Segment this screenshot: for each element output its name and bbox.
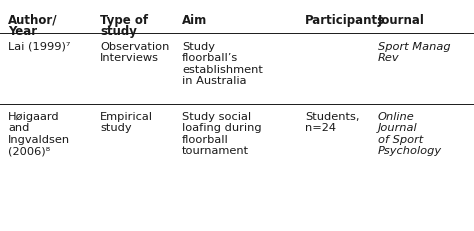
Text: Online: Online <box>378 112 415 122</box>
Text: Lai (1999)⁷: Lai (1999)⁷ <box>8 42 70 52</box>
Text: loafing during: loafing during <box>182 123 262 133</box>
Text: Empirical: Empirical <box>100 112 153 122</box>
Text: Type of: Type of <box>100 14 148 27</box>
Text: Students,: Students, <box>305 112 359 122</box>
Text: (2006)⁸: (2006)⁸ <box>8 146 50 156</box>
Text: tournament: tournament <box>182 146 249 156</box>
Text: Study: Study <box>182 42 215 52</box>
Text: floorball: floorball <box>182 134 229 144</box>
Text: Sport Manag: Sport Manag <box>378 42 451 52</box>
Text: floorball’s: floorball’s <box>182 53 238 63</box>
Text: and: and <box>8 123 29 133</box>
Text: Journal: Journal <box>378 14 425 27</box>
Text: Psychology: Psychology <box>378 146 442 156</box>
Text: Interviews: Interviews <box>100 53 159 63</box>
Text: Observation: Observation <box>100 42 169 52</box>
Text: Study social: Study social <box>182 112 251 122</box>
Text: Author/: Author/ <box>8 14 57 27</box>
Text: Rev: Rev <box>378 53 400 63</box>
Text: Ingvaldsen: Ingvaldsen <box>8 134 70 144</box>
Text: study: study <box>100 123 132 133</box>
Text: establishment: establishment <box>182 65 263 75</box>
Text: study: study <box>100 25 137 38</box>
Text: n=24: n=24 <box>305 123 336 133</box>
Text: Participants: Participants <box>305 14 385 27</box>
Text: in Australia: in Australia <box>182 76 246 86</box>
Text: Year: Year <box>8 25 37 38</box>
Text: Høigaard: Høigaard <box>8 112 60 122</box>
Text: Journal: Journal <box>378 123 418 133</box>
Text: of Sport: of Sport <box>378 134 423 144</box>
Text: Aim: Aim <box>182 14 207 27</box>
